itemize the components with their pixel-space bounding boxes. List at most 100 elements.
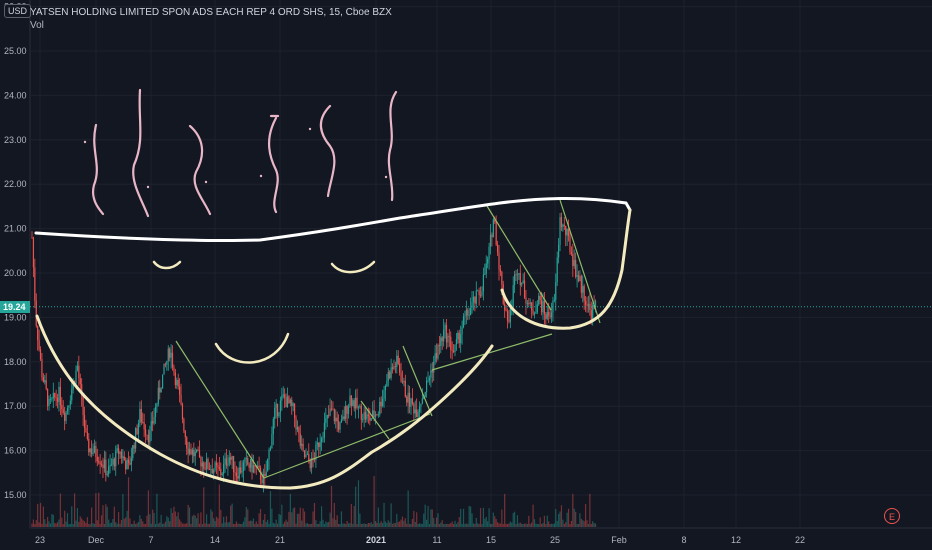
candle-body	[153, 416, 155, 424]
volume-bar	[496, 522, 499, 527]
candle-body	[41, 359, 43, 378]
candle-body	[353, 400, 355, 409]
volume-bar	[225, 516, 228, 527]
volume-bar	[335, 519, 337, 527]
candle-body	[445, 324, 448, 343]
candle-body	[286, 396, 289, 408]
trendline[interactable]	[175, 340, 265, 479]
candle-body	[418, 406, 421, 412]
volume-bar	[147, 490, 149, 527]
price-axis[interactable]: 15.00 16.00 17.00 18.00 19.00 20.00 21.00 22.00…	[4, 2, 27, 500]
volume-bar	[342, 523, 344, 527]
candle-body	[345, 405, 347, 419]
volume-bar	[54, 522, 56, 527]
candle-body	[54, 392, 56, 398]
y-tick-label: 20.00	[4, 268, 27, 278]
trendline[interactable]	[402, 345, 433, 417]
trendline[interactable]	[263, 413, 431, 479]
volume-bar	[105, 504, 107, 527]
volume-bar	[258, 513, 260, 527]
steam-squiggle-5[interactable]	[319, 104, 336, 198]
candle-body	[295, 417, 297, 430]
steam-squiggle-3[interactable]	[188, 124, 212, 216]
volume-bar	[549, 523, 551, 527]
candle-body	[161, 374, 164, 389]
volume-bar	[51, 514, 53, 527]
volume-bar	[562, 519, 564, 527]
y-tick-label: 23.00	[4, 135, 27, 145]
steam-squiggle-4[interactable]	[268, 116, 279, 214]
candle-body	[132, 445, 134, 459]
candle-body	[498, 252, 500, 270]
candle-body	[393, 366, 395, 369]
trendline[interactable]	[486, 205, 552, 311]
volume-bar	[363, 523, 365, 527]
candle-body	[383, 390, 385, 399]
volume-bar	[326, 522, 328, 527]
volume-bar	[474, 523, 476, 527]
volume-bar	[366, 523, 368, 527]
volume-bar	[91, 507, 93, 527]
steam-squiggle-6[interactable]	[387, 90, 398, 202]
volume-bar	[532, 504, 534, 527]
candle-body	[380, 401, 382, 406]
volume-bar	[117, 512, 120, 527]
candle-body	[234, 471, 236, 473]
mouth-line[interactable]	[214, 332, 290, 364]
volume-bar	[154, 523, 157, 527]
candle-body	[467, 309, 469, 316]
currency-badge[interactable]: USD	[4, 4, 32, 18]
candle-body	[99, 462, 101, 465]
volume-bar	[207, 523, 209, 527]
cup-curve[interactable]	[35, 314, 494, 490]
y-tick-label: 24.00	[4, 90, 27, 100]
candle-body	[149, 430, 151, 443]
trendline[interactable]	[431, 333, 553, 371]
x-tick-label: 23	[35, 535, 45, 545]
candle-body	[167, 348, 169, 361]
time-axis[interactable]: 23 Dec 7 14 21 2021 11 15 25 Feb 8 12 22	[30, 527, 932, 545]
volume-bar	[533, 519, 536, 527]
candle-body	[370, 418, 372, 421]
volume-bar	[220, 509, 222, 527]
candle-body	[110, 464, 113, 466]
candle-body	[583, 286, 585, 301]
volume-bar	[593, 523, 595, 527]
candle-body	[309, 460, 311, 469]
volume-bar	[584, 503, 587, 527]
candle-body	[438, 345, 440, 346]
candle-body	[430, 370, 432, 378]
left-eye-line[interactable]	[152, 260, 182, 270]
face-doodle-drawing[interactable]	[34, 88, 632, 490]
handle-curve[interactable]	[500, 208, 632, 330]
brim-line[interactable]	[34, 197, 632, 243]
candle-body	[55, 397, 57, 399]
candle-body	[125, 460, 127, 470]
volume-bar	[62, 523, 64, 527]
candle-body	[328, 414, 330, 416]
candle-body	[382, 398, 384, 406]
right-eye-line[interactable]	[330, 260, 376, 274]
candle-body	[146, 434, 148, 436]
steam-squiggle-2[interactable]	[132, 88, 150, 218]
volume-bar	[298, 513, 300, 527]
candle-body	[154, 407, 157, 417]
candle-body	[72, 380, 74, 390]
earnings-marker[interactable]: E	[884, 508, 900, 524]
trendline[interactable]	[559, 199, 601, 324]
volume-bar	[579, 513, 581, 527]
candle-body	[177, 379, 179, 387]
candle-body	[160, 388, 162, 393]
trendline-drawings[interactable]	[175, 199, 601, 479]
volume-bar	[177, 512, 179, 527]
candle-body	[342, 416, 344, 420]
volume-bar	[526, 524, 528, 527]
trendline[interactable]	[360, 400, 390, 440]
candle-body	[159, 387, 161, 393]
candle-body	[105, 459, 107, 475]
volume-bar	[543, 515, 546, 527]
volume-bar	[377, 507, 379, 527]
steam-squiggle-1[interactable]	[92, 123, 105, 216]
volume-bar	[373, 476, 375, 527]
